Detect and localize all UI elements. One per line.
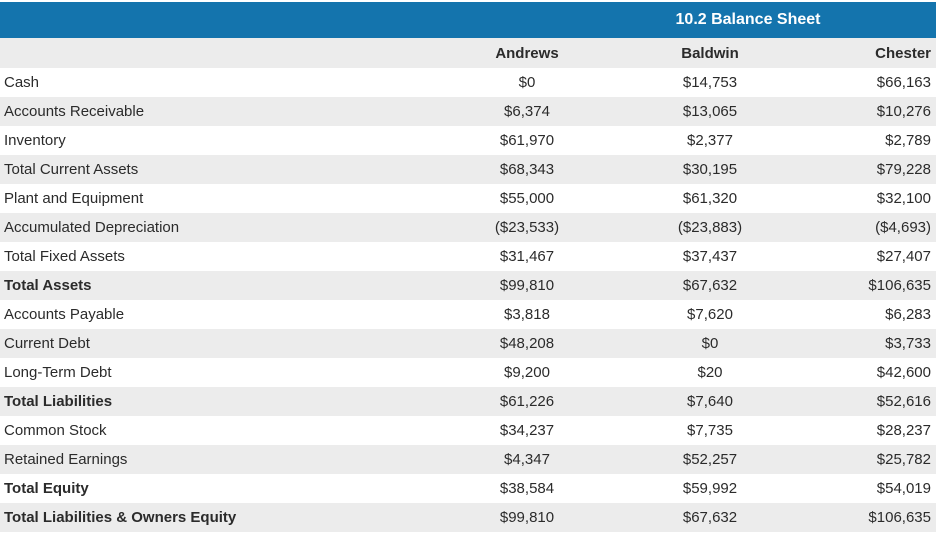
cell-baldwin: ($23,883)	[677, 219, 743, 236]
cell-baldwin: $0	[701, 335, 719, 352]
cell-andrews: $34,237	[499, 422, 555, 439]
table-row: Long-Term Debt $9,200 $20 $42,600	[0, 358, 936, 387]
row-label: Long-Term Debt	[4, 364, 112, 381]
cell-baldwin: $67,632	[682, 277, 738, 294]
cell-chester: $6,283	[885, 306, 931, 323]
row-label: Retained Earnings	[4, 451, 128, 468]
cell-andrews: $99,810	[499, 509, 555, 526]
cell-andrews: $55,000	[499, 190, 555, 207]
row-label-header	[0, 38, 436, 68]
cell-baldwin: $37,437	[682, 248, 738, 265]
cell-baldwin: $7,620	[687, 306, 733, 323]
cell-andrews: $61,970	[499, 132, 555, 149]
cell-chester: $28,237	[876, 422, 931, 439]
cell-andrews: $68,343	[499, 161, 555, 178]
cell-andrews: $48,208	[499, 335, 555, 352]
cell-chester: $3,733	[885, 335, 931, 352]
cell-andrews: $9,200	[504, 364, 550, 381]
row-label: Inventory	[4, 132, 66, 149]
table-row: Total Assets $99,810 $67,632 $106,635	[0, 271, 936, 300]
column-header-row: Andrews Baldwin Chester	[0, 38, 936, 68]
cell-chester: $2,789	[885, 132, 931, 149]
cell-chester: ($4,693)	[875, 219, 931, 236]
cell-chester: $10,276	[876, 103, 931, 120]
row-label: Total Equity	[4, 480, 89, 497]
cell-andrews: $6,374	[504, 103, 550, 120]
cell-baldwin: $13,065	[682, 103, 738, 120]
cell-chester: $54,019	[876, 480, 931, 497]
row-label: Total Fixed Assets	[4, 248, 125, 265]
table-row: Cash $0 $14,753 $66,163	[0, 68, 936, 97]
cell-baldwin: $14,753	[682, 74, 738, 91]
cell-baldwin: $7,640	[687, 393, 733, 410]
row-label: Plant and Equipment	[4, 190, 144, 207]
balance-sheet-table: Andrews Baldwin Chester Cash $0 $14,753 …	[0, 38, 936, 532]
cell-baldwin: $61,320	[682, 190, 738, 207]
table-row: Plant and Equipment $55,000 $61,320 $32,…	[0, 184, 936, 213]
cell-baldwin: $20	[697, 364, 723, 381]
cell-andrews: $38,584	[499, 480, 555, 497]
row-label: Accumulated Depreciation	[4, 219, 180, 236]
cell-chester: $52,616	[876, 393, 931, 410]
row-label: Accounts Payable	[4, 306, 125, 323]
cell-baldwin: $30,195	[682, 161, 738, 178]
cell-andrews: ($23,533)	[494, 219, 560, 236]
cell-baldwin: $52,257	[682, 451, 738, 468]
cell-chester: $106,635	[868, 509, 931, 526]
cell-andrews: $61,226	[499, 393, 555, 410]
cell-chester: $32,100	[876, 190, 931, 207]
column-header-chester: Chester	[875, 44, 931, 62]
table-row: Total Fixed Assets $31,467 $37,437 $27,4…	[0, 242, 936, 271]
cell-chester: $106,635	[868, 277, 931, 294]
column-header-baldwin: Baldwin	[681, 44, 739, 62]
table-row: Total Liabilities & Owners Equity $99,81…	[0, 503, 936, 532]
table-row: Accounts Payable $3,818 $7,620 $6,283	[0, 300, 936, 329]
cell-andrews: $99,810	[499, 277, 555, 294]
report-title: 10.2 Balance Sheet	[675, 11, 821, 28]
report-title-bar: 10.2 Balance Sheet	[0, 2, 936, 38]
table-row: Accumulated Depreciation ($23,533) ($23,…	[0, 213, 936, 242]
row-label: Common Stock	[4, 422, 107, 439]
row-label: Total Current Assets	[4, 161, 139, 178]
column-header-andrews: Andrews	[495, 44, 559, 62]
cell-baldwin: $67,632	[682, 509, 738, 526]
row-label: Total Assets	[4, 277, 92, 294]
cell-andrews: $4,347	[504, 451, 550, 468]
cell-chester: $25,782	[876, 451, 931, 468]
cell-andrews: $3,818	[504, 306, 550, 323]
cell-chester: $27,407	[876, 248, 931, 265]
row-label: Cash	[4, 74, 40, 91]
cell-chester: $79,228	[876, 161, 931, 178]
table-row: Accounts Receivable $6,374 $13,065 $10,2…	[0, 97, 936, 126]
table-row: Total Liabilities $61,226 $7,640 $52,616	[0, 387, 936, 416]
table-row: Total Equity $38,584 $59,992 $54,019	[0, 474, 936, 503]
row-label: Total Liabilities & Owners Equity	[4, 509, 237, 526]
table-row: Inventory $61,970 $2,377 $2,789	[0, 126, 936, 155]
cell-baldwin: $2,377	[687, 132, 733, 149]
cell-andrews: $31,467	[499, 248, 555, 265]
table-row: Total Current Assets $68,343 $30,195 $79…	[0, 155, 936, 184]
row-label: Current Debt	[4, 335, 90, 352]
row-label: Total Liabilities	[4, 393, 113, 410]
table-row: Retained Earnings $4,347 $52,257 $25,782	[0, 445, 936, 474]
row-label: Accounts Receivable	[4, 103, 145, 120]
cell-chester: $42,600	[876, 364, 931, 381]
cell-baldwin: $59,992	[682, 480, 738, 497]
cell-baldwin: $7,735	[687, 422, 733, 439]
table-row: Current Debt $48,208 $0 $3,733	[0, 329, 936, 358]
cell-chester: $66,163	[876, 74, 931, 91]
table-row: Common Stock $34,237 $7,735 $28,237	[0, 416, 936, 445]
cell-andrews: $0	[518, 74, 536, 91]
